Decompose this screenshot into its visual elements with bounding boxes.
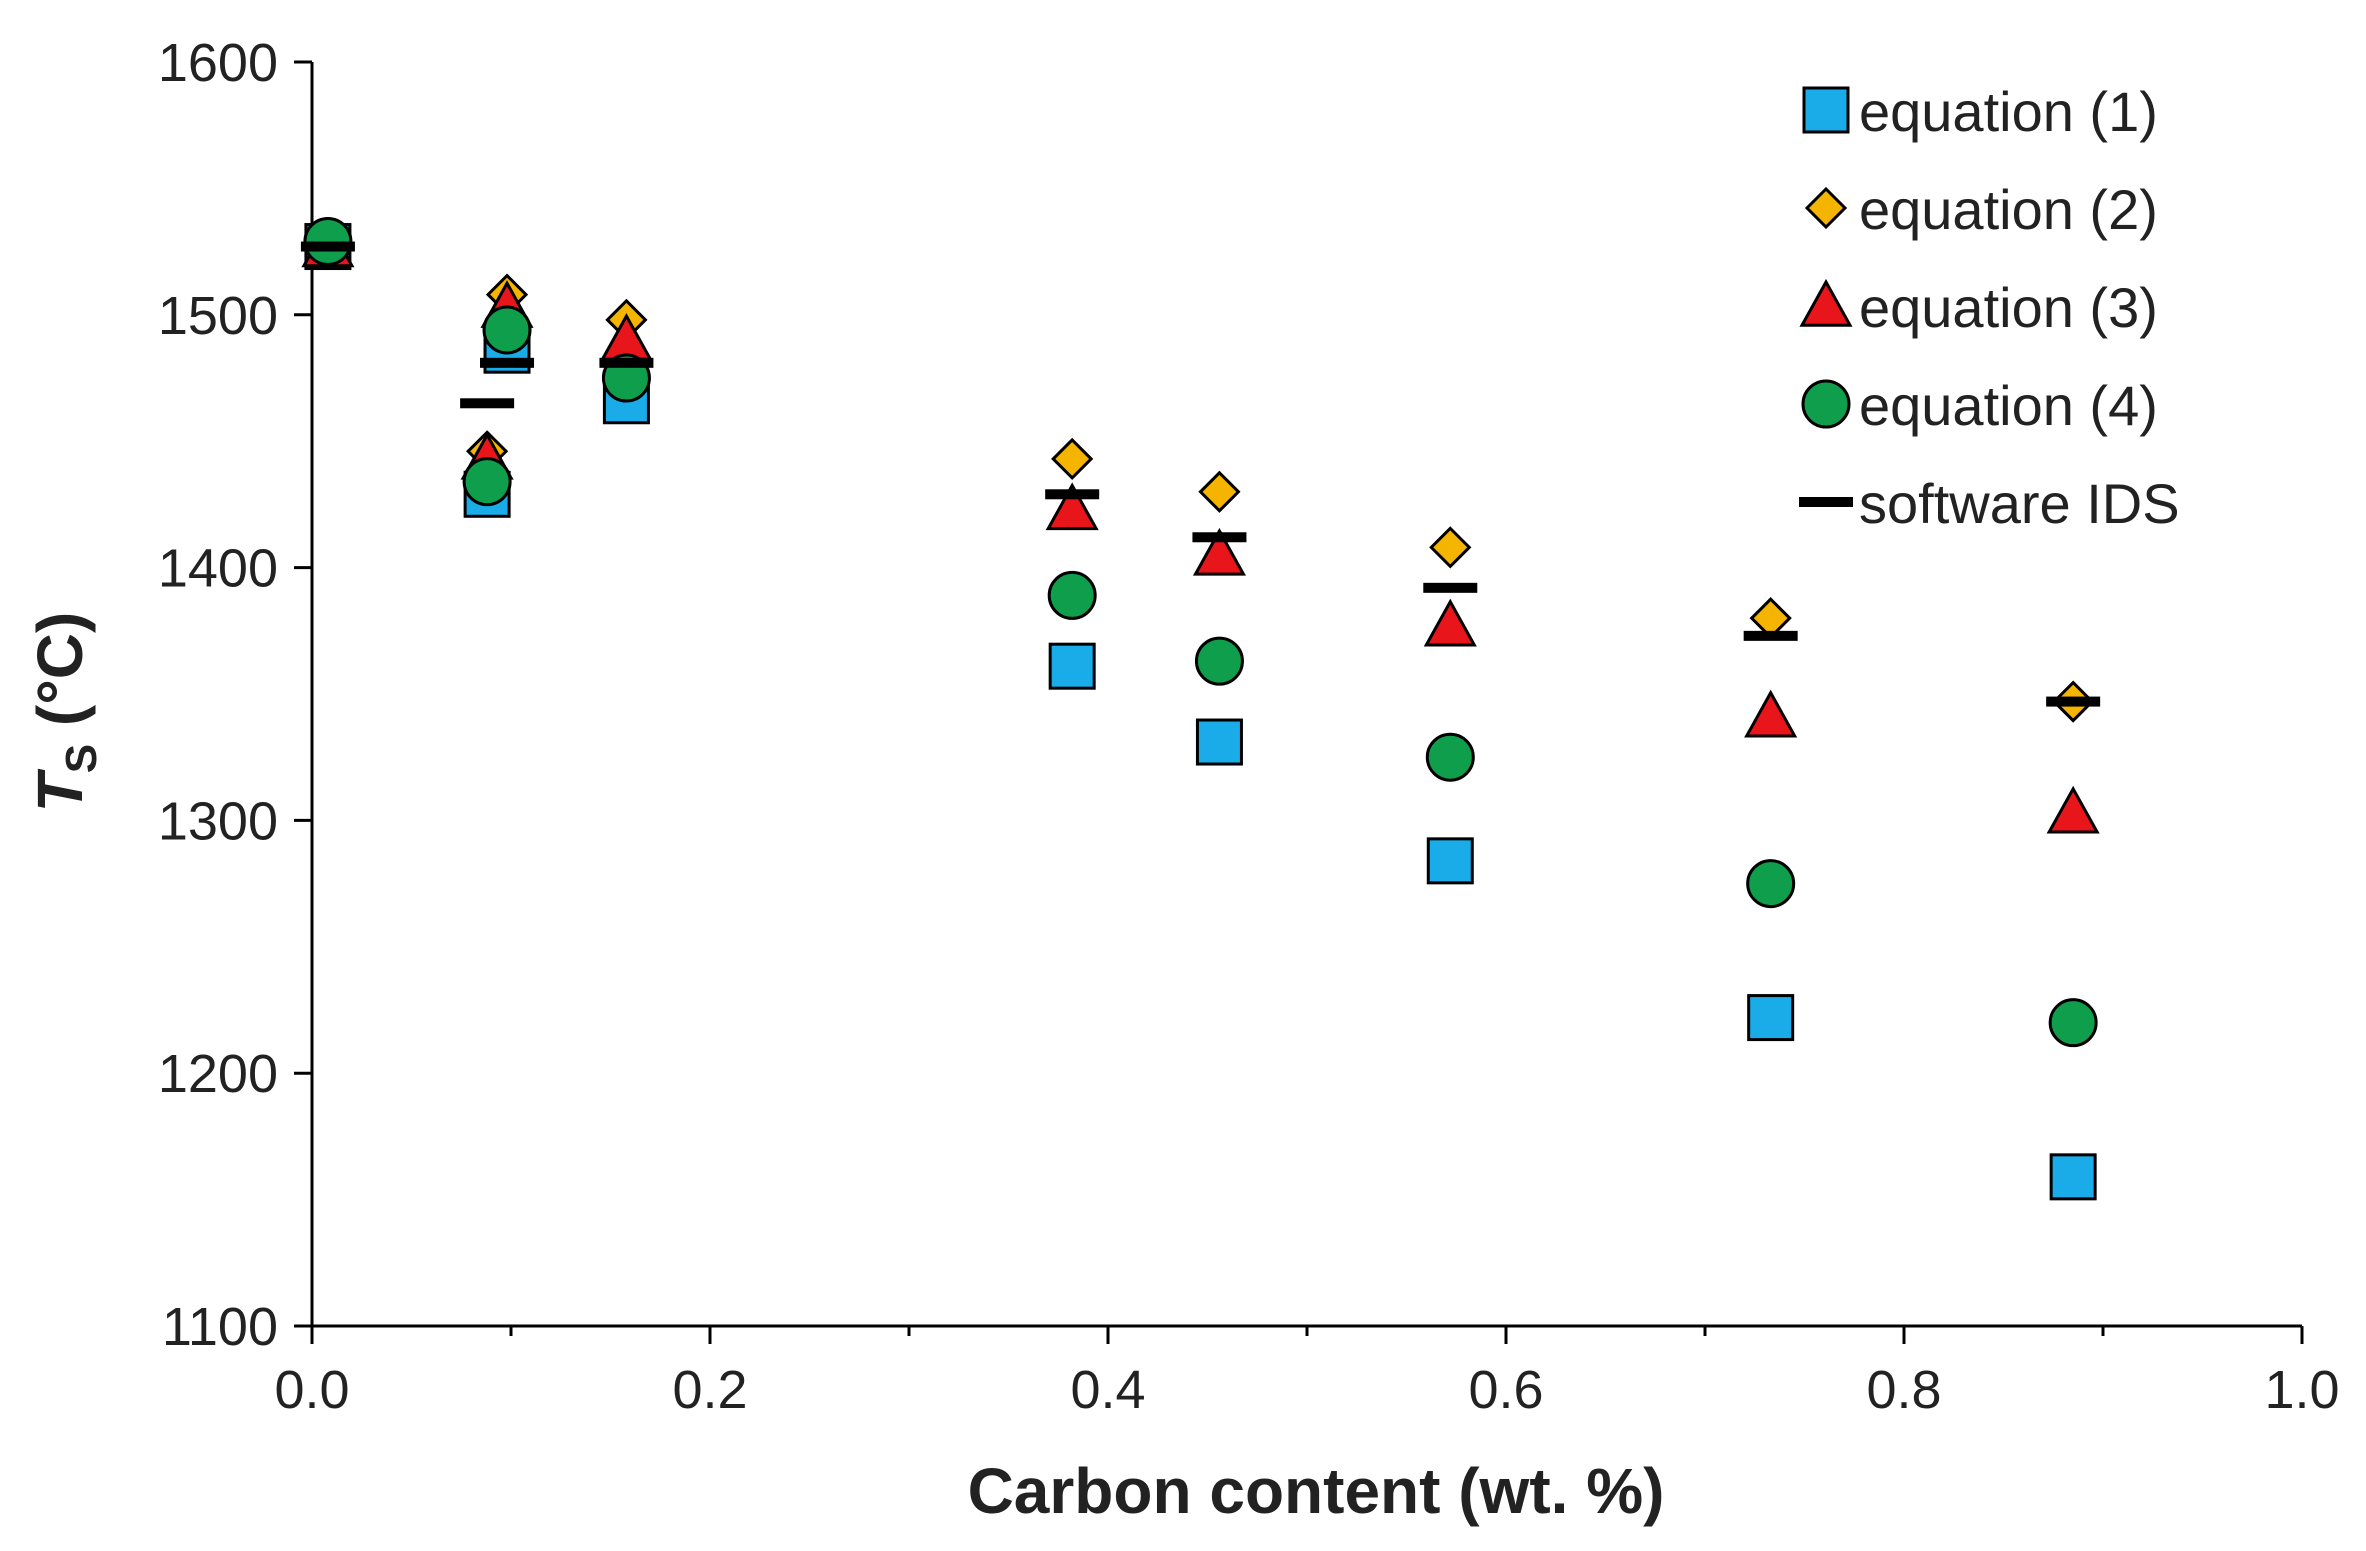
x-tick-label: 0.2 [672, 1360, 747, 1420]
y-tick-label: 1200 [158, 1044, 278, 1104]
data-point [1195, 718, 1243, 766]
y-tick-label: 1300 [158, 791, 278, 851]
y-tick-label: 1400 [158, 539, 278, 599]
y-tick-label: 1100 [162, 1297, 278, 1357]
data-point [1746, 859, 1796, 909]
legend-marker [1799, 278, 1853, 327]
legend-item: equation (3) [1799, 276, 2158, 339]
x-tick-label: 0.4 [1070, 1360, 1145, 1420]
y-tick-label: 1600 [158, 33, 278, 93]
data-points [300, 216, 2101, 1201]
y-axis-title-sub: S [57, 744, 106, 773]
data-point [1423, 598, 1477, 647]
data-point [1045, 489, 1100, 500]
data-point [303, 216, 353, 266]
data-point [480, 357, 535, 368]
data-point [1743, 630, 1798, 641]
data-point [1429, 526, 1472, 569]
data-point [462, 457, 512, 507]
series-equation-4- [303, 216, 2098, 1048]
legend-label: equation (3) [1859, 276, 2158, 339]
legend-item: equation (2) [1804, 178, 2158, 241]
data-point [1198, 470, 1241, 513]
y-axis-title-main: T [24, 768, 96, 812]
x-axis-title: Carbon content (wt. %) [968, 1455, 1665, 1527]
axes [310, 62, 2302, 1328]
y-axis-title: TS (°C) [24, 612, 106, 813]
data-point [1051, 437, 1094, 481]
data-point [1747, 994, 1795, 1042]
data-point [1047, 570, 1097, 620]
y-tick-label: 1500 [158, 286, 278, 346]
data-point [1048, 642, 1096, 690]
series-equation-1- [304, 223, 2097, 1201]
legend-item: equation (1) [1802, 80, 2158, 143]
x-tick-label: 0.6 [1468, 1360, 1543, 1420]
y-axis-title-unit: (°C) [24, 612, 96, 744]
data-point [2048, 998, 2098, 1048]
legend-item: equation (4) [1801, 374, 2158, 437]
legend: equation (1) equation (2) equation (3) equa… [1799, 80, 2180, 535]
data-point [1423, 582, 1478, 593]
data-point [599, 357, 654, 368]
data-point [1192, 527, 1246, 576]
data-point [2046, 785, 2100, 834]
legend-label: equation (4) [1859, 374, 2158, 437]
data-point [1426, 837, 1474, 885]
data-point [1192, 532, 1247, 543]
legend-label: equation (1) [1859, 80, 2158, 143]
x-tick-label: 0.8 [1866, 1360, 1941, 1420]
legend-item: software IDS [1799, 472, 2180, 535]
data-point [1045, 482, 1099, 531]
tick-labels: 0.0 0.2 0.4 0.6 0.8 1.0 1100 1200 1300 1400 1500 16… [158, 33, 2340, 1420]
x-tick-label: 1.0 [2264, 1360, 2339, 1420]
data-point [460, 398, 515, 409]
legend-marker [1799, 497, 1853, 507]
data-point [1744, 689, 1798, 738]
data-point [300, 241, 355, 252]
x-tick-label: 0.0 [274, 1360, 349, 1420]
data-point [482, 305, 532, 355]
legend-label: equation (2) [1859, 178, 2158, 241]
legend-label: software IDS [1859, 472, 2180, 535]
data-point [2046, 696, 2101, 707]
data-point [1425, 732, 1475, 782]
tick-marks [294, 60, 2304, 1344]
legend-marker [1802, 86, 1850, 134]
data-point [2049, 1153, 2097, 1201]
series-software-ids [300, 241, 2101, 707]
legend-marker [1801, 379, 1851, 429]
legend-marker [1804, 186, 1848, 230]
data-point [1194, 636, 1244, 686]
